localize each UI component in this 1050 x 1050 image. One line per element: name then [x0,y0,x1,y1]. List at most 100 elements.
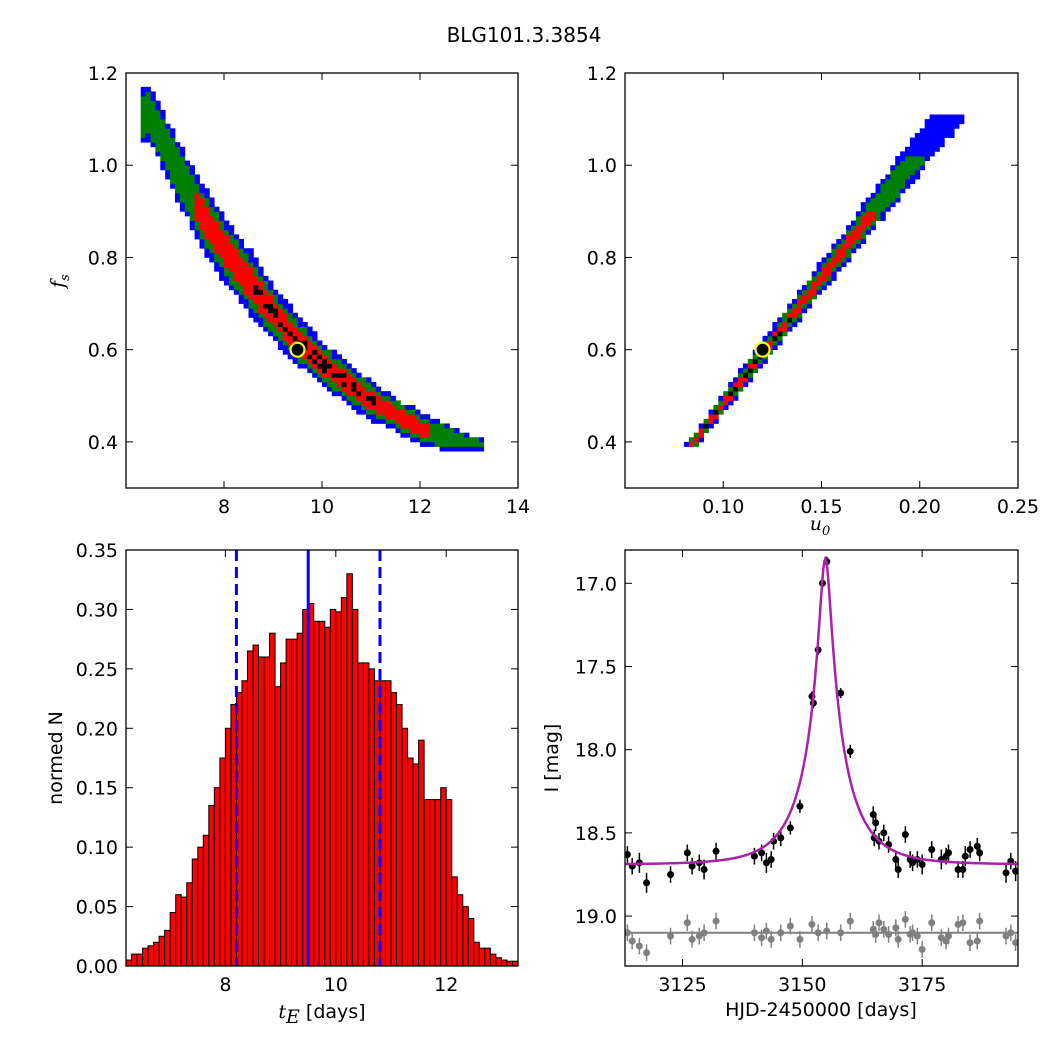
heatmap-cell [273,322,279,328]
heatmap-cell [449,437,455,443]
heatmap-cell [747,377,754,383]
y-tick-label: 0.6 [587,340,617,362]
heatmap-cell [307,326,313,332]
heatmap-cell [341,395,347,401]
heatmap-cell [145,132,151,138]
y-tick-label: 0.6 [88,340,118,362]
heatmap-cell [895,188,901,194]
heatmap-cell [199,192,205,198]
heatmap-cell [816,285,822,291]
data-point [643,879,651,887]
heatmap-cell [444,441,450,447]
heatmap-cell [860,220,867,226]
heatmap-cell [870,202,876,208]
heatmap-cell [919,160,926,166]
heatmap-cell [816,262,822,268]
heatmap-cell [175,192,181,198]
heatmap-cell [194,179,200,185]
heatmap-cell [204,188,210,194]
heatmap-cell [204,206,210,212]
heatmap-cell [287,308,293,314]
heatmap-cell [297,322,303,328]
heatmap-cell [752,368,759,374]
heatmap-cell [145,100,151,106]
histogram-bar [495,957,502,966]
heatmap-cell [905,179,911,185]
heatmap-cell [277,298,284,304]
heatmap-cell [170,156,176,162]
heatmap-cell [204,211,210,217]
heatmap-cell [850,229,857,235]
residual-point [885,930,893,938]
heatmap-cell [228,229,235,235]
heatmap-cell [317,358,323,364]
heatmap-cell [243,266,249,272]
heatmap-cell [253,271,259,277]
heatmap-cell [900,151,906,157]
histogram-bar [241,680,248,966]
heatmap-cell [170,128,176,134]
heatmap-cell [204,197,210,203]
heatmap-cell [782,322,788,328]
heatmap-cell [831,266,837,272]
heatmap-cell [777,340,783,346]
x-tick-label: 12 [408,496,432,518]
heatmap-cell [909,165,916,171]
heatmap-cell [160,160,166,166]
histogram-bar [511,960,518,966]
heatmap-cell [233,239,240,245]
histogram-bar [136,953,144,966]
heatmap-cell [806,303,813,309]
heatmap-cell [826,252,832,258]
heatmap-cell [277,340,284,346]
heatmap-cell [757,358,763,364]
heatmap-cell [939,119,945,125]
heatmap-cell [890,197,896,203]
heatmap-cell [253,294,259,300]
heatmap-cell [909,146,916,152]
heatmap-cell [336,381,342,387]
heatmap-cell [900,160,906,166]
heatmap-cell [282,345,289,351]
heatmap-cell [728,400,734,406]
heatmap-cell [816,266,822,272]
heatmap-cell [949,128,955,134]
heatmap-cell [336,386,342,392]
heatmap-cell [880,183,886,189]
heatmap-cell [263,317,269,323]
heatmap-cell [170,137,176,143]
heatmap-cell [395,428,401,434]
heatmap-cell [375,386,382,392]
heatmap-cell [224,239,230,245]
y-tick-label: 19.0 [575,906,617,928]
x-axis-label-hjd: HJD-2450000 [days] [725,999,917,1021]
heatmap-cell [165,169,171,175]
heatmap-cell [429,441,436,447]
heatmap-cell [233,266,240,272]
heatmap-cell [184,179,191,185]
histogram-bar [335,611,342,966]
heatmap-cell [282,312,289,318]
heatmap-cell [307,340,313,346]
heatmap-cell [224,275,230,281]
heatmap-cell [189,192,195,198]
heatmap-cell [248,308,254,314]
heatmap-cell [155,132,161,138]
heatmap-cell [336,354,342,360]
heatmap-cell [224,271,230,277]
heatmap-cell [287,303,293,309]
residual-point [837,929,845,937]
heatmap-cell [459,446,465,452]
heatmap-cell [219,248,225,254]
heatmap-cell [194,183,200,189]
heatmap-cell [885,192,891,198]
heatmap-cell [949,123,955,129]
heatmap-cell [415,418,421,424]
heatmap-cell [248,257,254,263]
heatmap-cell [145,96,151,102]
heatmap-cell [919,146,926,152]
heatmap-cell [860,234,867,240]
heatmap-cell [170,165,176,171]
heatmap-cell [880,202,886,208]
heatmap-cell [801,298,808,304]
